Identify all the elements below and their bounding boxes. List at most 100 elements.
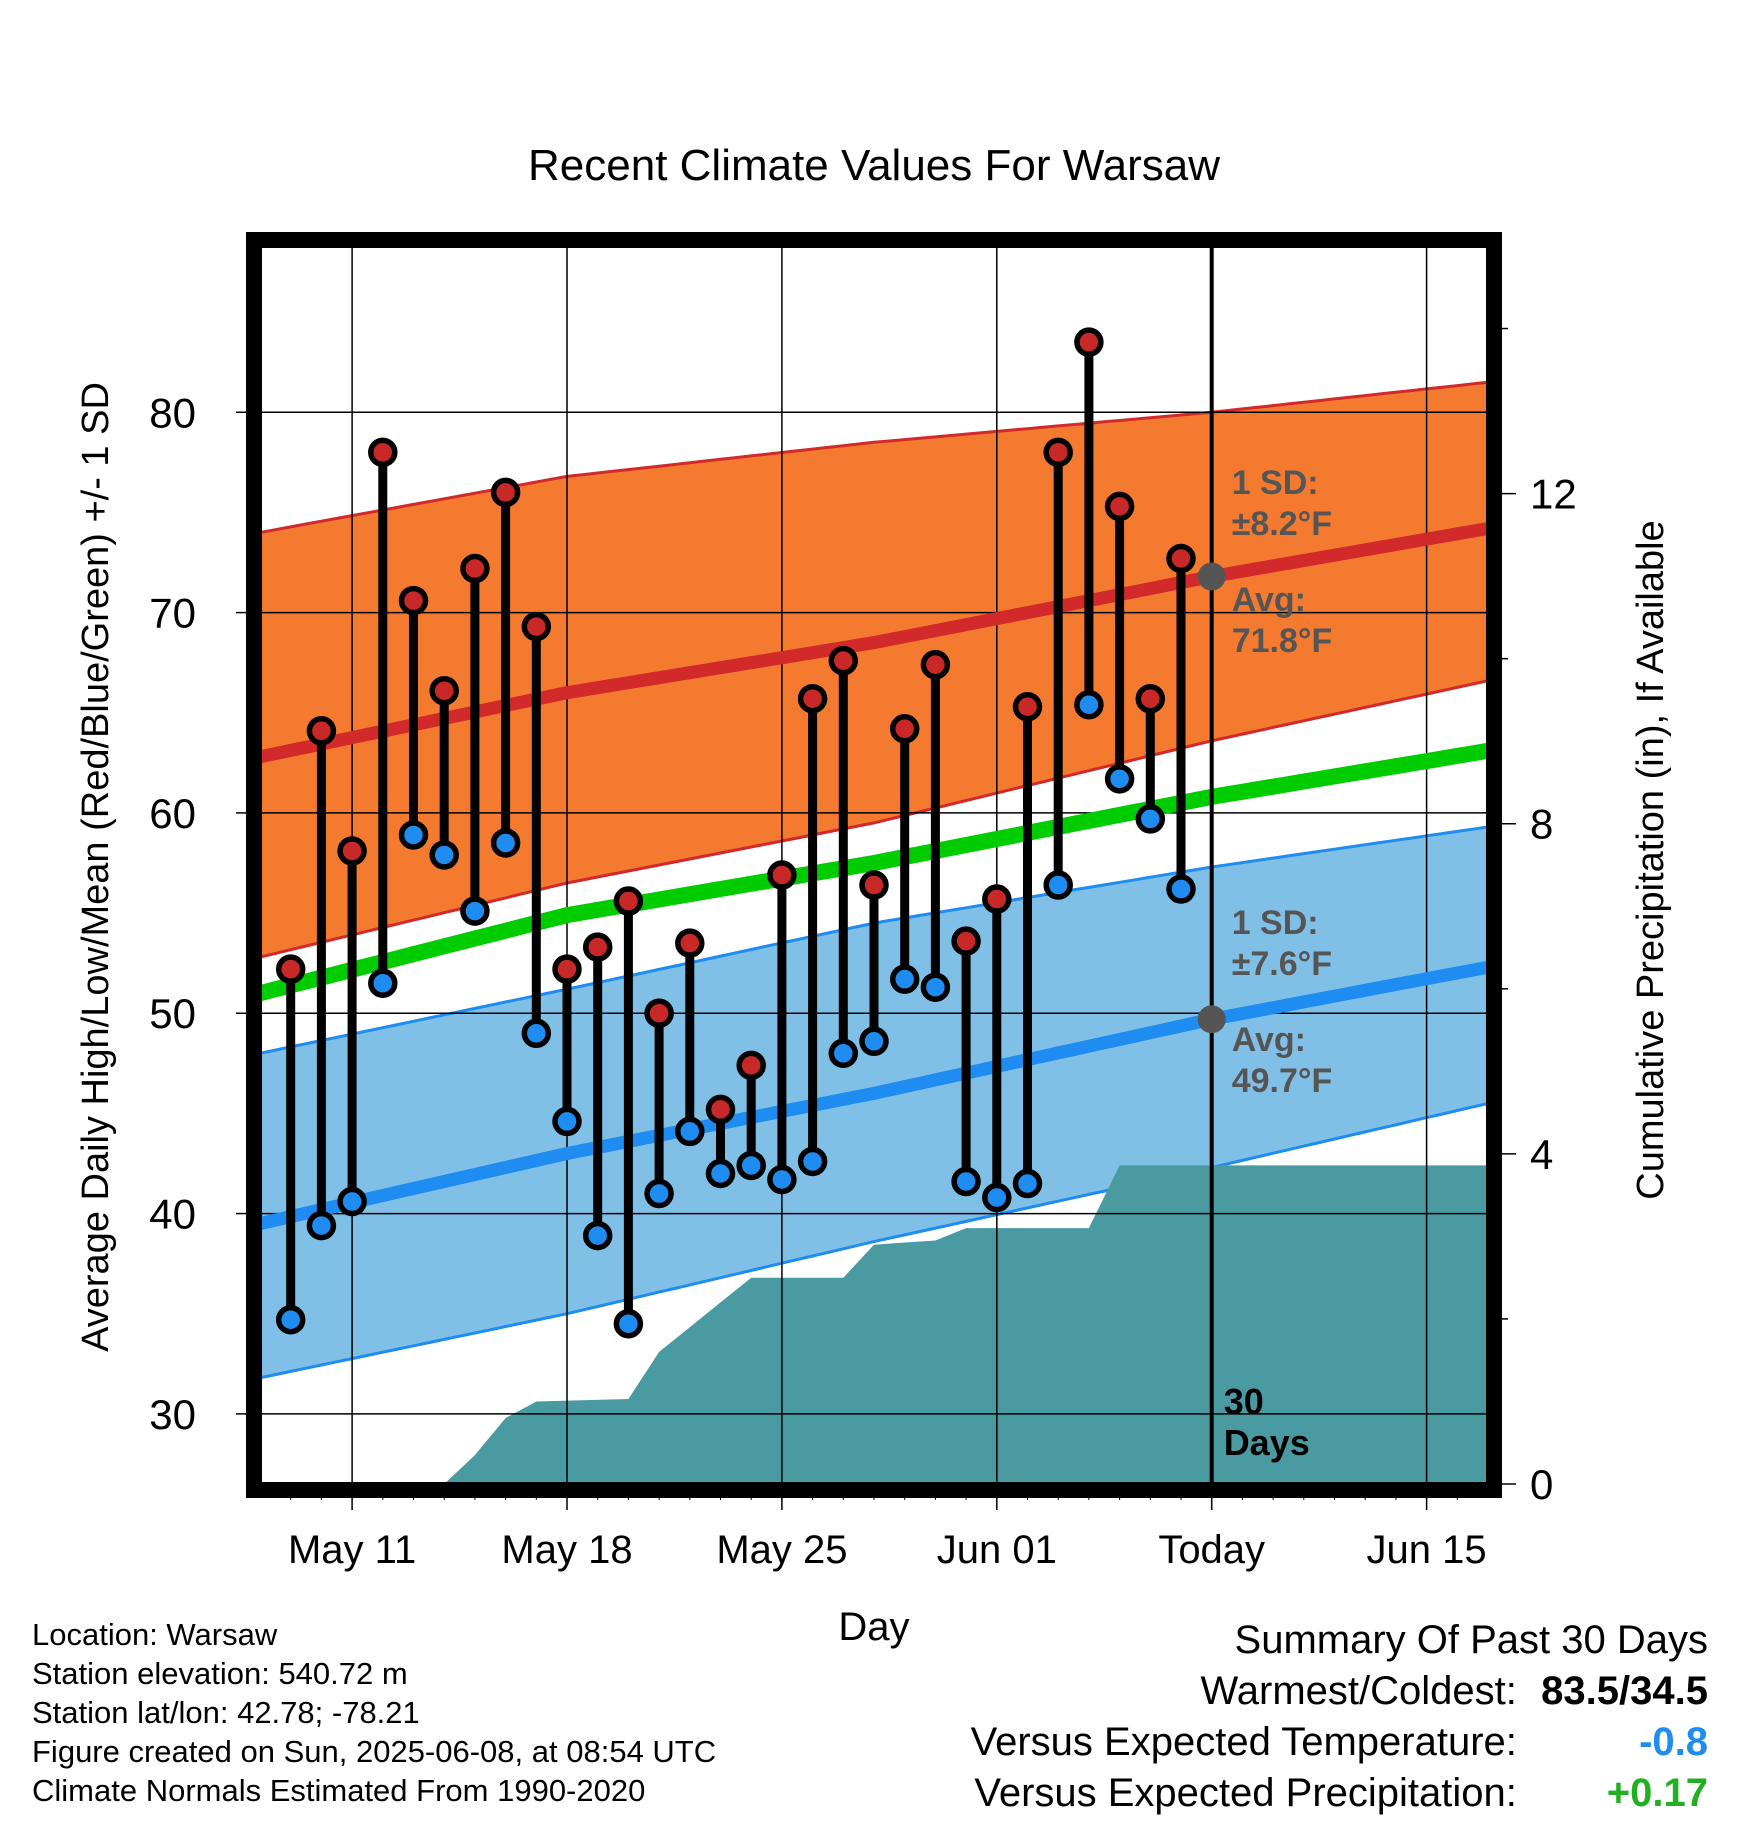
plot-frame bbox=[246, 232, 1502, 1498]
daily-high-point bbox=[859, 870, 889, 900]
summary-warmest-row: Warmest/Coldest: 83.5/34.5 bbox=[971, 1666, 1709, 1717]
daily-low-point bbox=[398, 820, 429, 850]
daily-low-point bbox=[705, 1158, 736, 1189]
daily-high-point bbox=[1104, 491, 1135, 522]
daily-high-point bbox=[1043, 437, 1073, 468]
days-count-label: 30 bbox=[1224, 1381, 1264, 1422]
low-sd-label: 1 SD: bbox=[1232, 904, 1319, 942]
daily-high-point bbox=[644, 998, 674, 1028]
summary-heading: Summary Of Past 30 Days bbox=[1234, 1618, 1708, 1662]
warmest-label: Warmest/Coldest: bbox=[1200, 1669, 1517, 1713]
daily-low-point bbox=[429, 840, 459, 870]
high-sd-value: ±8.2°F bbox=[1232, 505, 1332, 543]
daily-low-point bbox=[797, 1146, 828, 1177]
daily-low-point bbox=[920, 972, 951, 1002]
low-avg-line bbox=[260, 960, 1488, 1230]
low-normal-today-marker bbox=[1197, 1005, 1226, 1034]
days-word-label: Days bbox=[1224, 1422, 1310, 1463]
y-tick-label: 70 bbox=[149, 590, 196, 637]
y-axis-label-right: Cumulative Precipitation (in), If Availa… bbox=[1630, 520, 1672, 1199]
daily-low-point bbox=[368, 968, 398, 998]
daily-low-point bbox=[951, 1166, 981, 1197]
summary-panel: Summary Of Past 30 Days Warmest/Coldest:… bbox=[971, 1615, 1708, 1819]
daily-low-point bbox=[337, 1186, 367, 1217]
latlon-text: Station lat/lon: 42.78; -78.21 bbox=[32, 1695, 420, 1730]
y-tick-label: 50 bbox=[149, 990, 196, 1037]
daily-low-point bbox=[552, 1106, 582, 1137]
y-tick-label: 80 bbox=[149, 389, 196, 436]
daily-high-point bbox=[736, 1050, 766, 1081]
x-tick-label: Today bbox=[1158, 1528, 1265, 1572]
x-axis-label: Day bbox=[838, 1605, 909, 1649]
high-normal-today-marker bbox=[1197, 562, 1226, 591]
precip-label: Versus Expected Precipitation: bbox=[974, 1771, 1517, 1815]
daily-low-point bbox=[582, 1220, 613, 1251]
daily-high-point bbox=[705, 1094, 736, 1125]
daily-high-point bbox=[675, 928, 705, 958]
chart-title: Recent Climate Values For Warsaw bbox=[528, 141, 1220, 190]
daily-high-point bbox=[920, 649, 951, 680]
daily-high-point bbox=[398, 585, 429, 616]
daily-high-point bbox=[368, 437, 398, 468]
y2-tick-label: 4 bbox=[1530, 1131, 1553, 1178]
high-avg-label: Avg: bbox=[1232, 581, 1306, 619]
precip-value: +0.17 bbox=[1606, 1771, 1708, 1815]
daily-low-point bbox=[275, 1304, 306, 1335]
warmest-value: 83.5/34.5 bbox=[1541, 1669, 1708, 1713]
daily-high-point bbox=[1166, 543, 1196, 574]
daily-high-point bbox=[767, 860, 797, 890]
daily-high-point bbox=[613, 886, 644, 916]
summary-precip-row: Versus Expected Precipitation: +0.17 bbox=[971, 1768, 1708, 1819]
y-tick-label: 40 bbox=[149, 1191, 196, 1238]
daily-low-point bbox=[460, 896, 490, 926]
daily-high-point bbox=[797, 683, 828, 714]
daily-low-point bbox=[982, 1182, 1012, 1213]
y2-tick-label: 0 bbox=[1530, 1461, 1553, 1508]
summary-temp-row: Versus Expected Temperature: -0.8 bbox=[971, 1717, 1708, 1768]
high-avg-value: 71.8°F bbox=[1232, 622, 1333, 660]
temp-label: Versus Expected Temperature: bbox=[970, 1720, 1517, 1764]
low-lower-line bbox=[260, 1101, 1488, 1380]
daily-high-point bbox=[552, 954, 582, 984]
y-tick-label: 30 bbox=[149, 1391, 196, 1438]
daily-low-point bbox=[736, 1150, 766, 1181]
y-tick-label: 60 bbox=[149, 790, 196, 837]
daily-high-point bbox=[460, 553, 490, 584]
daily-high-point bbox=[521, 611, 552, 642]
temp-value: -0.8 bbox=[1639, 1720, 1708, 1764]
daily-high-point bbox=[490, 477, 521, 508]
high-upper-line bbox=[260, 380, 1488, 534]
daily-high-point bbox=[889, 714, 920, 744]
y2-tick-label: 12 bbox=[1530, 471, 1577, 518]
y2-tick-label: 8 bbox=[1530, 801, 1553, 848]
daily-low-point bbox=[1012, 1168, 1043, 1199]
daily-high-point bbox=[951, 926, 981, 956]
axes: 30 40 50 60 70 80 0 4 8 12 May 11 May 18 May 25 Jun 0… bbox=[149, 232, 1577, 1572]
daily-low-point bbox=[521, 1018, 552, 1049]
daily-high-point bbox=[982, 884, 1012, 914]
daily-low-point bbox=[1135, 804, 1166, 834]
daily-low-point bbox=[613, 1308, 644, 1339]
x-tick-label: Jun 01 bbox=[937, 1528, 1057, 1572]
elevation-text: Station elevation: 540.72 m bbox=[32, 1656, 408, 1691]
daily-high-point bbox=[582, 932, 613, 962]
daily-low-point bbox=[828, 1038, 859, 1069]
daily-high-point bbox=[1074, 327, 1104, 357]
daily-low-point bbox=[490, 828, 521, 858]
daily-low-point bbox=[889, 964, 920, 994]
daily-high-point bbox=[306, 716, 337, 746]
daily-high-point bbox=[429, 675, 459, 706]
normals-text: Climate Normals Estimated From 1990-2020 bbox=[32, 1773, 646, 1808]
daily-high-point bbox=[337, 836, 367, 866]
low-sd-value: ±7.6°F bbox=[1232, 945, 1332, 983]
daily-low-point bbox=[675, 1116, 705, 1147]
daily-high-point bbox=[1012, 691, 1043, 722]
daily-low-point bbox=[1074, 689, 1104, 720]
station-info: Location: Warsaw Station elevation: 540.… bbox=[32, 1615, 716, 1810]
daily-low-point bbox=[306, 1210, 337, 1241]
created-text: Figure created on Sun, 2025-06-08, at 08… bbox=[32, 1734, 717, 1769]
x-tick-label: May 18 bbox=[501, 1528, 632, 1572]
low-avg-label: Avg: bbox=[1232, 1021, 1306, 1059]
